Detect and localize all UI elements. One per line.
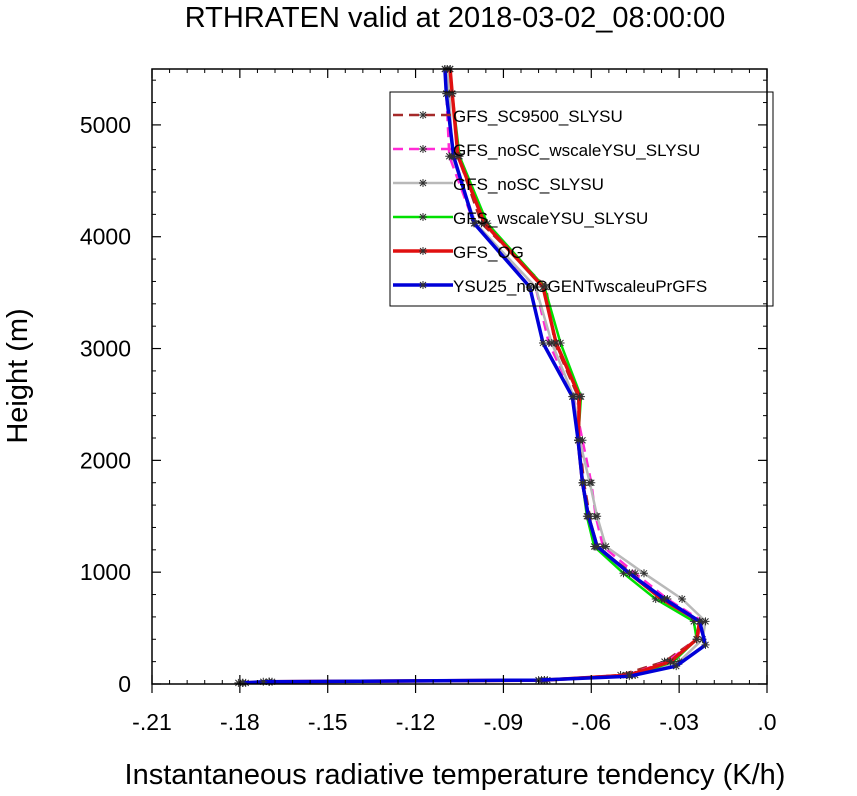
series-point bbox=[678, 595, 687, 604]
legend-marker bbox=[419, 145, 427, 153]
legend-label: GFS_noSC_SLYSU bbox=[453, 175, 604, 194]
x-axis-label: Instantaneous radiative temperature tend… bbox=[125, 759, 786, 791]
series-point bbox=[672, 662, 681, 671]
series-point bbox=[480, 219, 489, 228]
x-tick-label: -.03 bbox=[659, 709, 699, 735]
series-point bbox=[449, 152, 458, 161]
series-point bbox=[538, 338, 547, 347]
series-point bbox=[259, 677, 268, 686]
series-point bbox=[552, 338, 561, 347]
legend: GFS_SC9500_SLYSU GFS_noSC_wscaleYSU_SLYSU… bbox=[389, 91, 774, 307]
series-point bbox=[442, 89, 451, 98]
series-point bbox=[689, 617, 698, 626]
series-point bbox=[651, 595, 660, 604]
legend-entry: GFS_OG bbox=[393, 243, 524, 262]
series-point bbox=[619, 569, 628, 578]
legend-marker bbox=[419, 111, 427, 119]
series-point bbox=[601, 542, 610, 551]
series-point bbox=[568, 392, 577, 401]
y-tick-label: 0 bbox=[118, 671, 131, 697]
series-point bbox=[585, 478, 594, 487]
series-point bbox=[640, 569, 648, 578]
x-tick-label: -.21 bbox=[132, 709, 172, 735]
series-line bbox=[245, 68, 698, 685]
chart-title: RTHRATEN valid at 2018-03-02_08:00:00 bbox=[185, 2, 726, 34]
legend-marker bbox=[419, 247, 427, 255]
series-point bbox=[666, 657, 675, 666]
legend-entry: GFS_wscaleYSU_SLYSU bbox=[393, 209, 648, 228]
plot-frame bbox=[151, 68, 768, 685]
y-tick-label: 5000 bbox=[80, 112, 131, 138]
legend-entry: GFS_noSC_SLYSU bbox=[393, 175, 604, 194]
y-tick-label: 4000 bbox=[80, 224, 131, 250]
series-point bbox=[574, 436, 583, 445]
series-point bbox=[692, 635, 701, 644]
series-point bbox=[701, 617, 710, 626]
y-axis-ticks: 0 1000 2000 3000 4000 5000 bbox=[80, 79, 767, 697]
series-point bbox=[625, 672, 634, 681]
series-line bbox=[242, 68, 702, 685]
series-point bbox=[454, 152, 463, 161]
series-point bbox=[575, 392, 584, 401]
series-point bbox=[578, 478, 587, 487]
legend-marker bbox=[419, 179, 427, 187]
series-line bbox=[242, 68, 707, 685]
series-point bbox=[695, 617, 704, 626]
x-tick-label: -.12 bbox=[396, 709, 436, 735]
series-point bbox=[547, 338, 556, 347]
series-line bbox=[242, 68, 704, 685]
series-point bbox=[538, 283, 547, 292]
series-point bbox=[238, 678, 247, 687]
y-tick-label: 2000 bbox=[80, 447, 131, 473]
x-tick-label: -.09 bbox=[484, 709, 524, 735]
legend-label: GFS_wscaleYSU_SLYSU bbox=[453, 209, 648, 228]
legend-label: GFS_noSC_wscaleYSU_SLYSU bbox=[453, 141, 700, 160]
series-point bbox=[448, 89, 457, 98]
legend-entry: GFS_SC9500_SLYSU bbox=[393, 107, 623, 126]
series-point bbox=[531, 283, 540, 292]
y-tick-label: 1000 bbox=[80, 559, 131, 585]
series-point bbox=[470, 219, 479, 228]
series-point bbox=[593, 542, 602, 551]
legend-entry: YSU25_noCGENTwscaleuPrGFS bbox=[393, 277, 707, 296]
y-tick-label: 3000 bbox=[80, 336, 131, 362]
series-point bbox=[593, 512, 602, 521]
y-axis-label: Height (m) bbox=[2, 308, 34, 443]
series-point bbox=[584, 512, 593, 521]
x-axis-ticks: -.21 -.18 -.15 -.12 -.09 -.06 -.03 .0 bbox=[132, 69, 777, 735]
legend-entry: GFS_noSC_wscaleYSU_SLYSU bbox=[393, 141, 700, 160]
series-point bbox=[234, 678, 243, 687]
series-point bbox=[660, 595, 669, 604]
series-point bbox=[625, 569, 634, 578]
series-line bbox=[238, 68, 701, 685]
series-point bbox=[525, 283, 534, 292]
series-point bbox=[556, 338, 565, 347]
legend-label: GFS_SC9500_SLYSU bbox=[453, 107, 623, 126]
legend-box bbox=[389, 91, 774, 307]
series-line bbox=[242, 68, 708, 685]
legend-label: GFS_OG bbox=[453, 243, 524, 262]
legend-marker bbox=[419, 281, 427, 289]
x-tick-label: -.18 bbox=[220, 709, 260, 735]
series-point bbox=[701, 640, 710, 649]
x-tick-label: -.15 bbox=[308, 709, 348, 735]
data-layer bbox=[234, 65, 710, 687]
series-point bbox=[675, 657, 684, 666]
x-tick-label: .0 bbox=[757, 709, 776, 735]
legend-marker bbox=[419, 213, 427, 221]
legend-label: YSU25_noCGENTwscaleuPrGFS bbox=[453, 277, 707, 296]
x-tick-label: -.06 bbox=[571, 709, 611, 735]
series-point bbox=[631, 569, 640, 578]
